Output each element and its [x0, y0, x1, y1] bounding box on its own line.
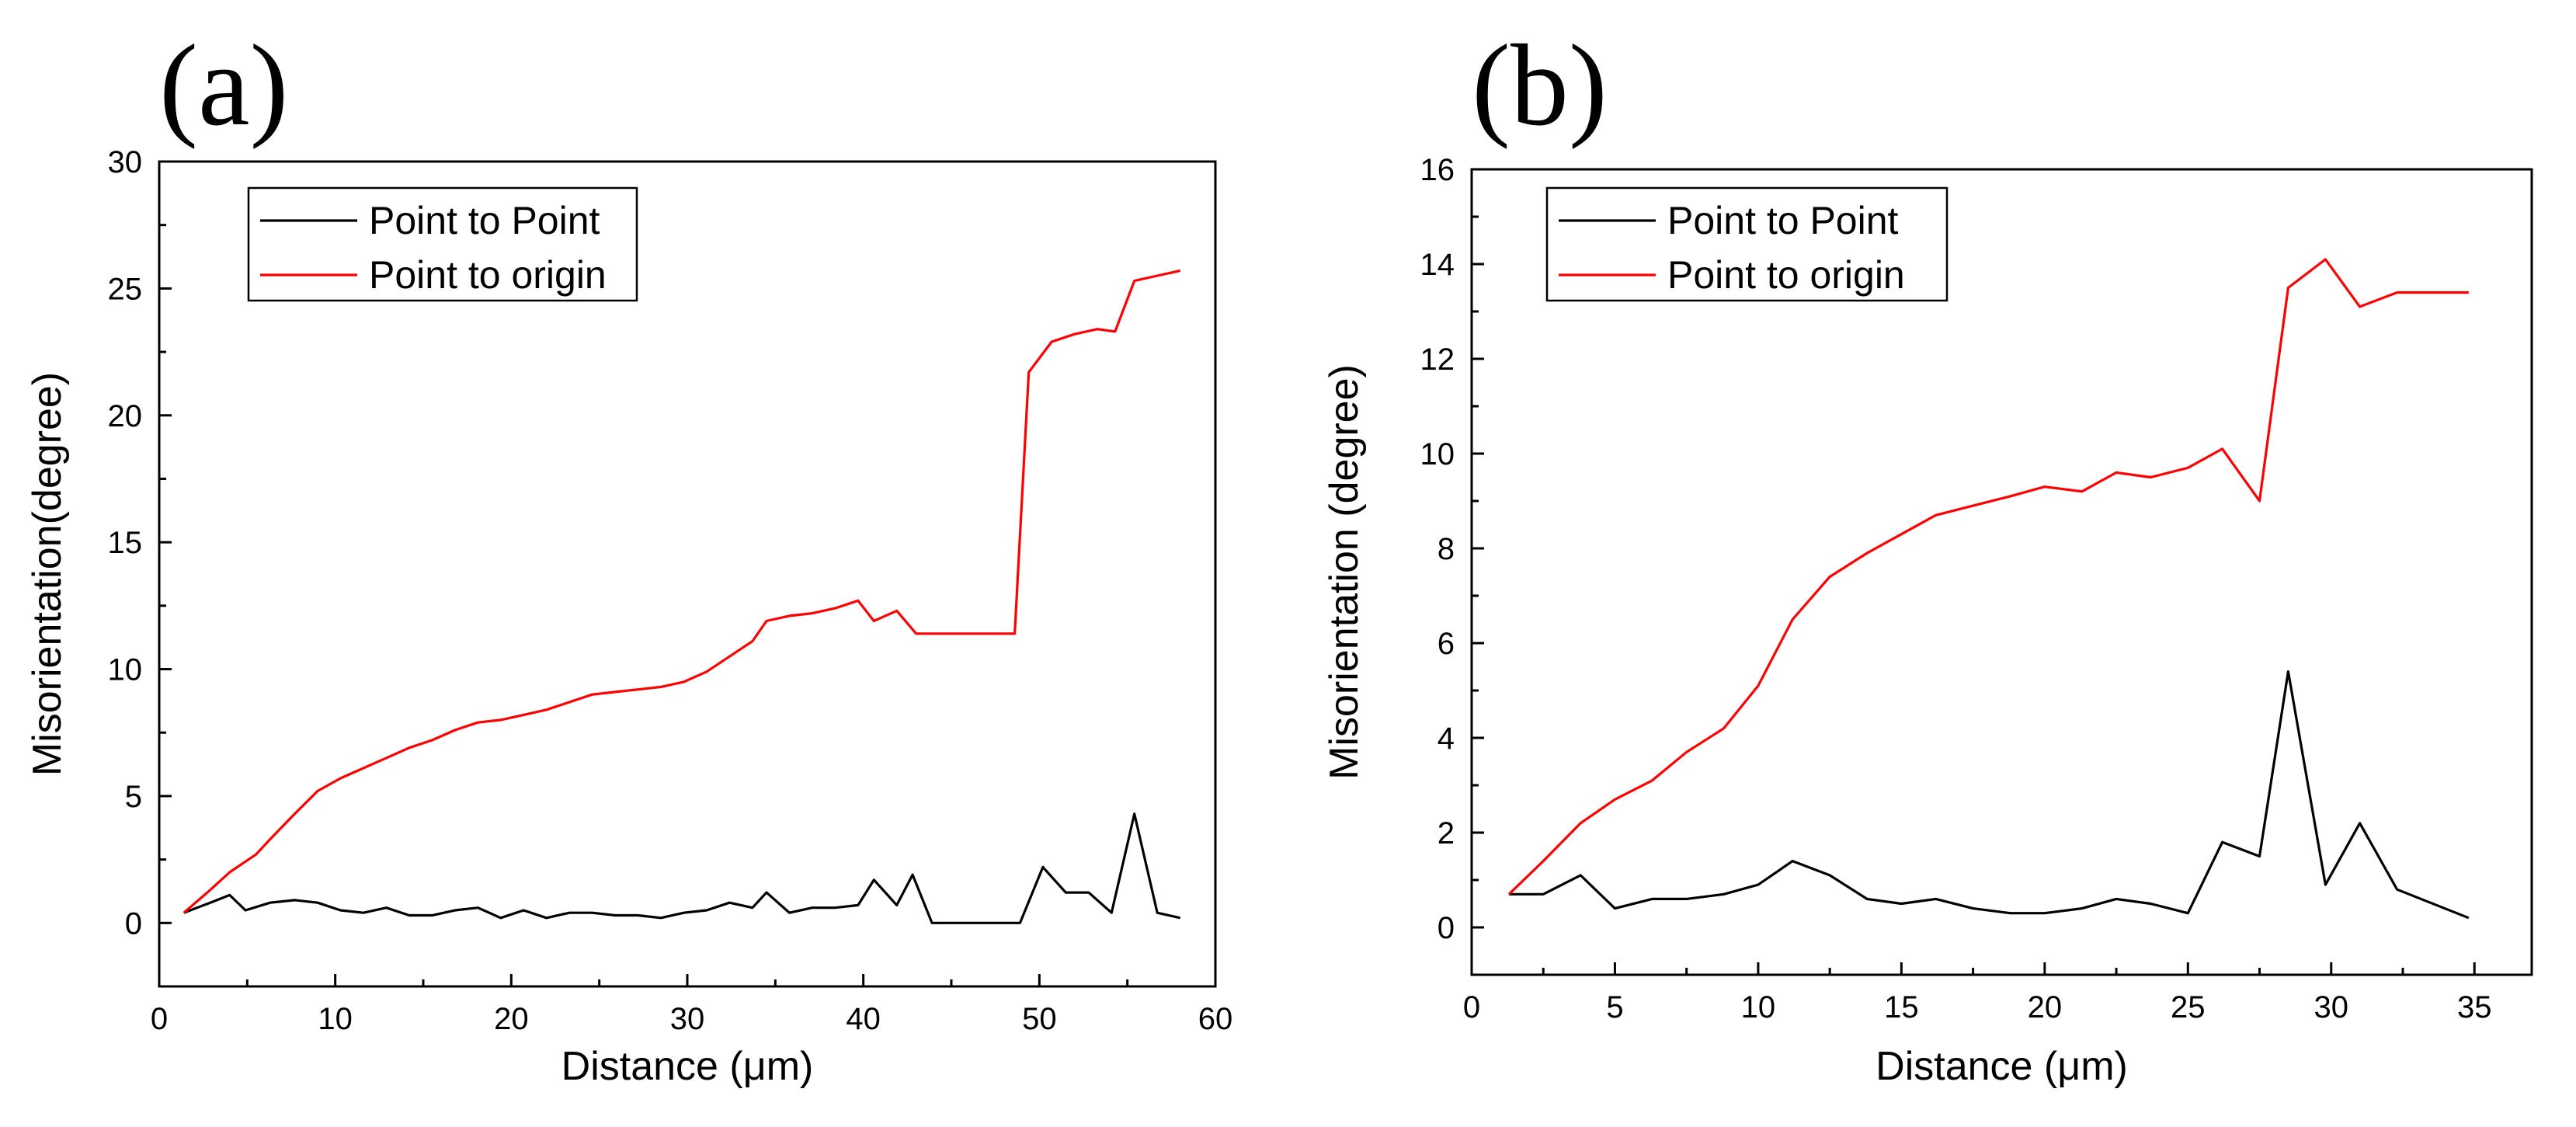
legend-label-b-point-to-origin: Point to origin [1667, 253, 1905, 297]
y-tick-label-a: 15 [108, 526, 143, 560]
x-tick-label-b: 30 [2314, 990, 2349, 1024]
y-tick-label-b: 16 [1420, 153, 1455, 187]
legend-label-a-point-to-origin: Point to origin [369, 253, 607, 297]
x-tick-label-a: 40 [846, 1002, 881, 1036]
x-tick-label-a: 50 [1022, 1002, 1057, 1036]
x-tick-label-b: 25 [2171, 990, 2206, 1024]
y-tick-label-b: 8 [1437, 532, 1455, 566]
y-tick-label-a: 20 [108, 399, 143, 433]
legend-box-a [247, 186, 638, 302]
x-axis-title-b: Distance (μm) [1876, 1044, 2128, 1089]
y-tick-label-a: 5 [125, 780, 142, 814]
chart-a: (a) 0 10 20 30 40 50 60 0 5 10 15 20 25 30 Distance (μm… [25, 21, 1232, 1089]
panel-label-a: (a) [159, 21, 288, 150]
y-tick-label-b: 12 [1420, 343, 1455, 377]
y-tick-label-b: 14 [1420, 248, 1455, 282]
y-tick-label-b: 2 [1437, 816, 1455, 850]
x-tick-label-b: 0 [1463, 990, 1480, 1024]
chart-b: (b) 0 5 10 15 20 25 30 35 0 2 4 6 8 10 12 14 16 Distance (… [1322, 21, 2533, 1089]
x-axis-title-a: Distance (μm) [561, 1044, 814, 1089]
x-tick-label-a: 10 [318, 1002, 353, 1036]
legend-label-a-point-to-point: Point to Point [369, 199, 600, 242]
series-line-b-point-to-origin [1507, 258, 2469, 896]
series-line-b-point-to-point [1509, 670, 2470, 920]
legend-box-b [1545, 186, 1949, 302]
panel-label-b: (b) [1472, 21, 1608, 150]
x-tick-label-a: 0 [151, 1002, 168, 1036]
series-line-a-point-to-origin [183, 269, 1181, 914]
legend-label-b-point-to-point: Point to Point [1667, 199, 1899, 242]
plot-frame-b [1470, 168, 2533, 976]
y-tick-label-b: 4 [1437, 722, 1455, 756]
x-tick-label-a: 20 [494, 1002, 529, 1036]
y-tick-label-a: 10 [108, 653, 143, 687]
x-tick-label-a: 60 [1198, 1002, 1233, 1036]
y-tick-label-a: 25 [108, 272, 143, 306]
y-axis-title-b: Misorientation (degree) [1322, 364, 1367, 780]
series-line-a-point-to-point [183, 812, 1181, 924]
x-tick-label-b: 10 [1741, 990, 1776, 1024]
x-tick-label-a: 30 [670, 1002, 705, 1036]
y-tick-label-a: 30 [108, 145, 143, 179]
x-tick-label-b: 35 [2457, 990, 2492, 1024]
y-tick-label-b: 0 [1437, 911, 1455, 945]
x-tick-label-b: 20 [2028, 990, 2063, 1024]
x-tick-label-b: 15 [1884, 990, 1919, 1024]
x-tick-label-b: 5 [1606, 990, 1623, 1024]
y-axis-title-a: Misorientation(degree) [25, 372, 70, 776]
y-tick-label-b: 6 [1437, 627, 1455, 661]
y-tick-label-b: 10 [1420, 437, 1455, 471]
y-tick-label-a: 0 [125, 906, 142, 941]
